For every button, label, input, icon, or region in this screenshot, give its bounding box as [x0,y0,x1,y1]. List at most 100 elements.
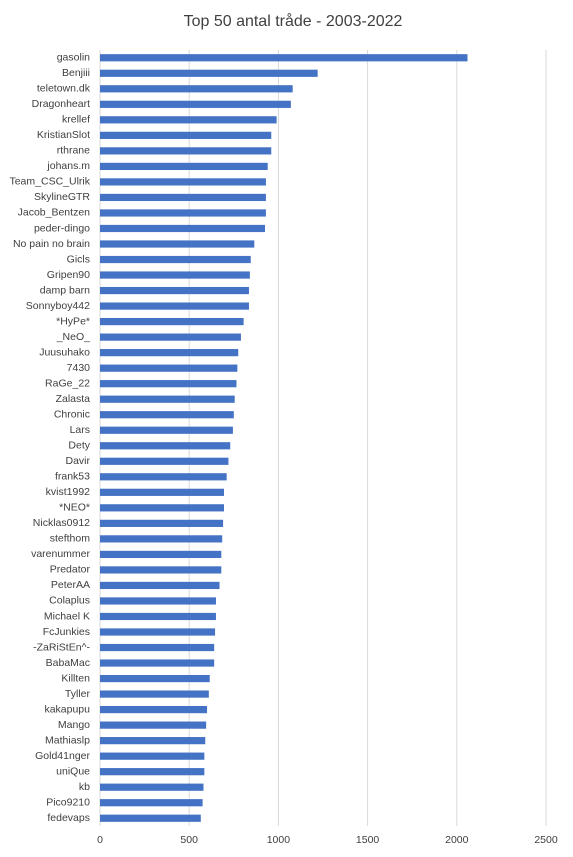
bar [100,706,208,714]
bar [100,457,229,465]
y-tick-label: peder-dingo [34,222,90,234]
chart-title: Top 50 antal tråde - 2003-2022 [184,12,403,30]
y-tick-label: 7430 [67,362,91,374]
y-tick-label: *HyPe* [56,315,90,327]
y-tick-label: Predator [50,564,91,576]
bar [100,690,209,698]
y-tick-label: damp barn [40,284,90,296]
bar [100,581,220,590]
y-tick-label: teletown.dk [37,83,91,95]
bar [100,240,255,248]
y-tick-label: Sonnyboy442 [26,300,90,312]
bar [100,224,266,233]
bar [100,162,268,170]
y-tick-label: Gripen90 [47,269,90,281]
y-tick-label: RaGe_22 [45,377,90,389]
bar [100,752,205,760]
bar [100,69,318,77]
bar [100,799,203,807]
y-tick-label: Tyller [65,688,91,700]
bar [100,302,249,310]
bar [100,411,234,419]
y-tick-label: Chronic [54,409,90,421]
bar [100,426,233,434]
y-tick-label: kvist1992 [46,486,91,498]
y-tick-label: SkylineGTR [34,191,90,203]
y-tick-label: *NEO* [59,502,90,514]
bar [100,54,468,62]
y-tick-label: Michael K [44,610,90,622]
bar [100,286,249,295]
bar [100,395,235,403]
y-tick-label: uniQue [56,765,90,777]
bar [100,814,201,822]
y-tick-label: Mathiaslp [45,734,90,746]
bar [100,612,216,621]
bar [100,550,222,558]
y-tick-label: Juusuhako [39,346,90,358]
bar [100,131,272,139]
bar [100,783,204,791]
y-tick-label: Zalasta [56,393,91,405]
bar [100,255,251,264]
bar [100,271,250,279]
y-tick-label: rthrane [57,145,90,157]
y-tick-label: Jacob_Bentzen [18,207,91,219]
y-tick-label: -ZaRiStEn^- [33,641,90,653]
x-tick-label: 0 [97,834,103,846]
bar [100,349,239,357]
bar [100,504,224,512]
bar [100,768,205,776]
bar [100,473,227,481]
bar [100,721,207,729]
bar [100,318,244,326]
y-tick-label: Killten [61,672,90,684]
y-tick-label: krellef [62,114,90,126]
bar [100,116,277,124]
y-tick-label: Colaplus [49,595,90,607]
y-tick-label: No pain no brain [13,238,90,250]
y-tick-label: Gicls [67,253,90,265]
x-tick-label: 1000 [267,834,291,846]
y-tick-label: kakapupu [44,703,90,715]
y-tick-label: frank53 [55,471,90,483]
bar [100,209,266,217]
bar [100,193,266,202]
bar [100,488,224,496]
bar [100,147,272,155]
y-tick-label: Dety [68,440,90,452]
bar [100,566,222,574]
bar [100,85,293,93]
bar [100,628,216,636]
bar [100,380,237,388]
y-tick-label: FcJunkies [43,626,90,638]
y-tick-label: varenummer [31,548,90,560]
bar [100,643,215,652]
y-tick-label: KristianSlot [37,129,90,141]
bar [100,535,223,543]
bar [100,364,238,372]
bar [100,737,206,745]
bar [100,178,266,186]
y-tick-label: Gold41nger [35,750,90,762]
y-tick-label: _NeO_ [56,331,90,343]
x-tick-label: 2000 [445,834,469,846]
x-tick-label: 1500 [356,834,380,846]
y-tick-label: Pico9210 [46,797,90,809]
y-tick-label: Team_CSC_Ulrik [9,176,90,188]
y-tick-label: Mango [58,719,90,731]
y-tick-label: BabaMac [46,657,90,669]
y-tick-label: Nicklas0912 [33,517,90,529]
y-tick-label: Davir [65,455,90,467]
y-tick-label: fedevaps [47,812,90,824]
bar [100,442,231,450]
bar [100,519,224,527]
bar [100,333,241,341]
y-tick-label: Lars [70,424,90,436]
x-tick-label: 2500 [534,834,558,846]
y-tick-label: Benjiii [62,67,90,79]
y-tick-label: johans.m [46,160,90,172]
y-tick-label: gasolin [57,52,90,64]
